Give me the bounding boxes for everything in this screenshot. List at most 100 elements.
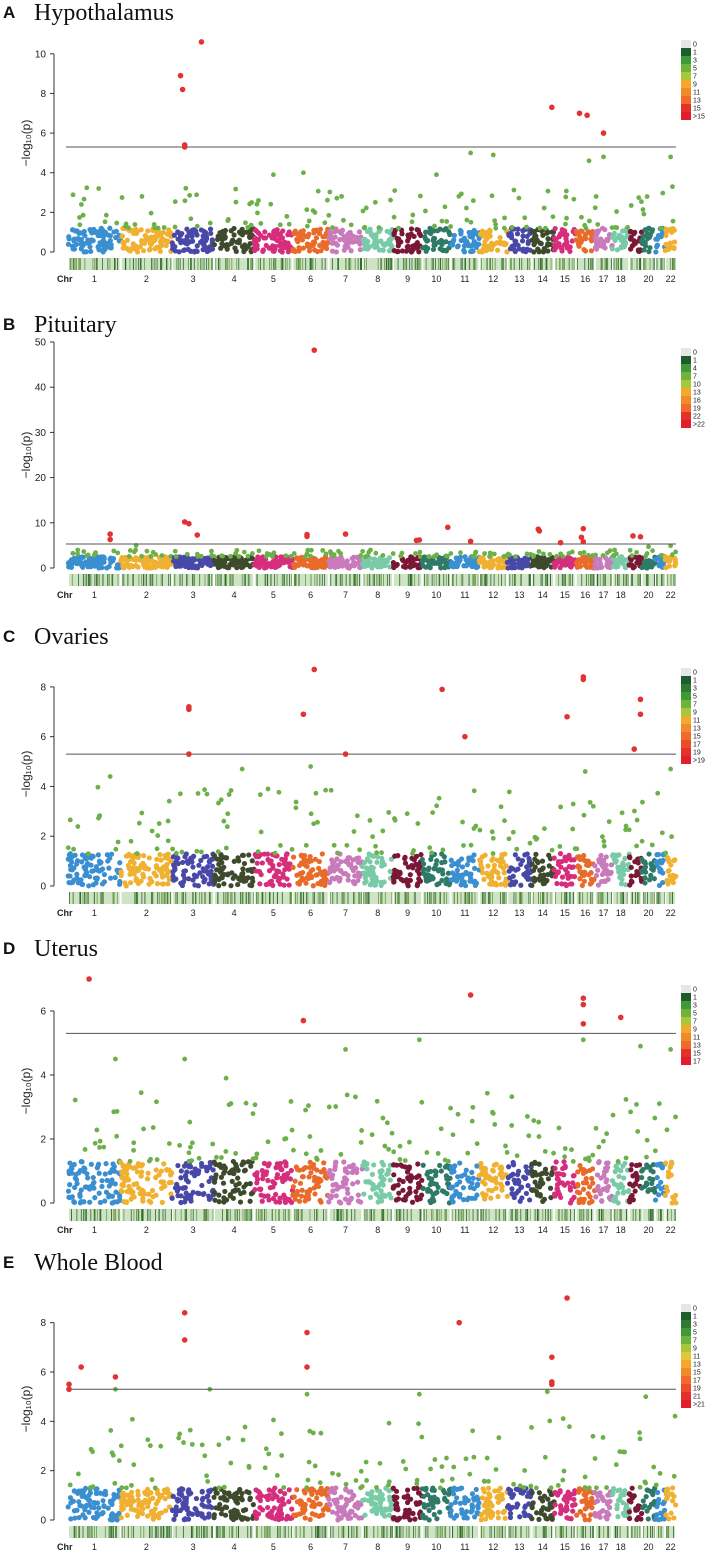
snp-point (394, 236, 401, 242)
snp-point (659, 830, 665, 836)
density-line (170, 892, 172, 904)
snp-point (422, 234, 428, 240)
snp-point (322, 882, 328, 889)
density-line (204, 574, 206, 586)
chromosome-tick-label: 20 (643, 908, 653, 918)
snp-point (468, 871, 474, 877)
chromosome-tick-label: 6 (308, 274, 313, 284)
snp-point (573, 228, 579, 234)
snp-point (148, 554, 154, 559)
snp-point (440, 847, 446, 853)
snp-point (183, 562, 189, 568)
snp-point (205, 864, 211, 870)
snp-point (367, 818, 373, 823)
density-line (231, 892, 233, 904)
legend-label: 5 (693, 694, 697, 701)
snp-point (628, 864, 634, 871)
snp-point (123, 563, 129, 569)
density-block (215, 258, 254, 270)
peak-point (308, 764, 314, 769)
density-line (285, 258, 286, 270)
snp-point (282, 239, 288, 245)
snp-point (385, 1167, 392, 1173)
snp-point (498, 881, 504, 887)
density-line (349, 574, 350, 586)
snp-point (502, 818, 507, 824)
snp-point (639, 238, 645, 244)
snp-point (551, 235, 557, 241)
panel-title: Pituitary (34, 312, 117, 338)
snp-point (354, 813, 360, 819)
snp-point (183, 1173, 189, 1180)
snp-point (165, 838, 171, 844)
snp-point (82, 1147, 88, 1152)
snp-point (178, 1175, 184, 1181)
snp-point (588, 238, 595, 244)
legend-label: 5 (693, 66, 697, 73)
density-line (122, 574, 124, 586)
density-line (659, 892, 661, 904)
y-tick-label: 4 (40, 168, 46, 179)
snp-point (570, 864, 576, 870)
density-line (471, 892, 473, 904)
significant-point (444, 524, 451, 531)
snp-point (345, 1190, 351, 1196)
density-line (297, 258, 299, 270)
y-tick-label: 2 (40, 1135, 46, 1146)
legend-swatch (681, 404, 691, 412)
snp-point (302, 1164, 309, 1171)
snp-point (357, 247, 363, 253)
snp-point (267, 562, 273, 569)
density-line (561, 892, 562, 904)
snp-point (482, 238, 488, 245)
legend-label: 0 (693, 670, 697, 677)
snp-point (299, 1187, 305, 1193)
density-line (532, 892, 534, 904)
snp-point (114, 1109, 120, 1114)
snp-point (549, 847, 555, 853)
snp-point (344, 1092, 350, 1098)
snp-point (169, 1170, 175, 1176)
snp-point (258, 232, 264, 239)
snp-point (361, 1191, 367, 1197)
density-line (648, 574, 650, 586)
density-line (590, 258, 592, 270)
density-line (380, 892, 381, 904)
snp-point (160, 881, 166, 887)
snp-point (71, 246, 78, 252)
density-line (649, 258, 651, 270)
density-line (435, 892, 437, 904)
snp-point (420, 861, 427, 867)
density-line (154, 258, 156, 270)
snp-point (562, 562, 569, 568)
legend-swatch (681, 420, 691, 428)
snp-point (128, 562, 134, 568)
chromosome-tick-label: 13 (514, 908, 524, 918)
snp-point (408, 226, 415, 232)
density-line (494, 258, 496, 270)
density-line (342, 574, 343, 586)
snp-point (108, 851, 115, 857)
density-line (519, 258, 520, 270)
density-line (314, 574, 316, 586)
density-block (555, 574, 575, 586)
snp-point (344, 842, 350, 848)
snp-point (419, 856, 425, 863)
snp-point (487, 881, 493, 887)
density-line (303, 892, 304, 904)
density-line (138, 258, 140, 270)
snp-point (433, 560, 439, 566)
density-line (236, 258, 238, 270)
y-tick-label: 0 (40, 564, 46, 575)
density-line (90, 574, 92, 586)
density-line (452, 258, 454, 270)
snp-point (85, 552, 91, 558)
density-line (674, 258, 676, 270)
snp-point (334, 195, 340, 201)
snp-point (642, 227, 648, 233)
snp-point (646, 234, 653, 240)
snp-point (396, 225, 401, 231)
snp-point (178, 1193, 184, 1199)
snp-point (292, 228, 298, 234)
density-line (309, 258, 311, 270)
